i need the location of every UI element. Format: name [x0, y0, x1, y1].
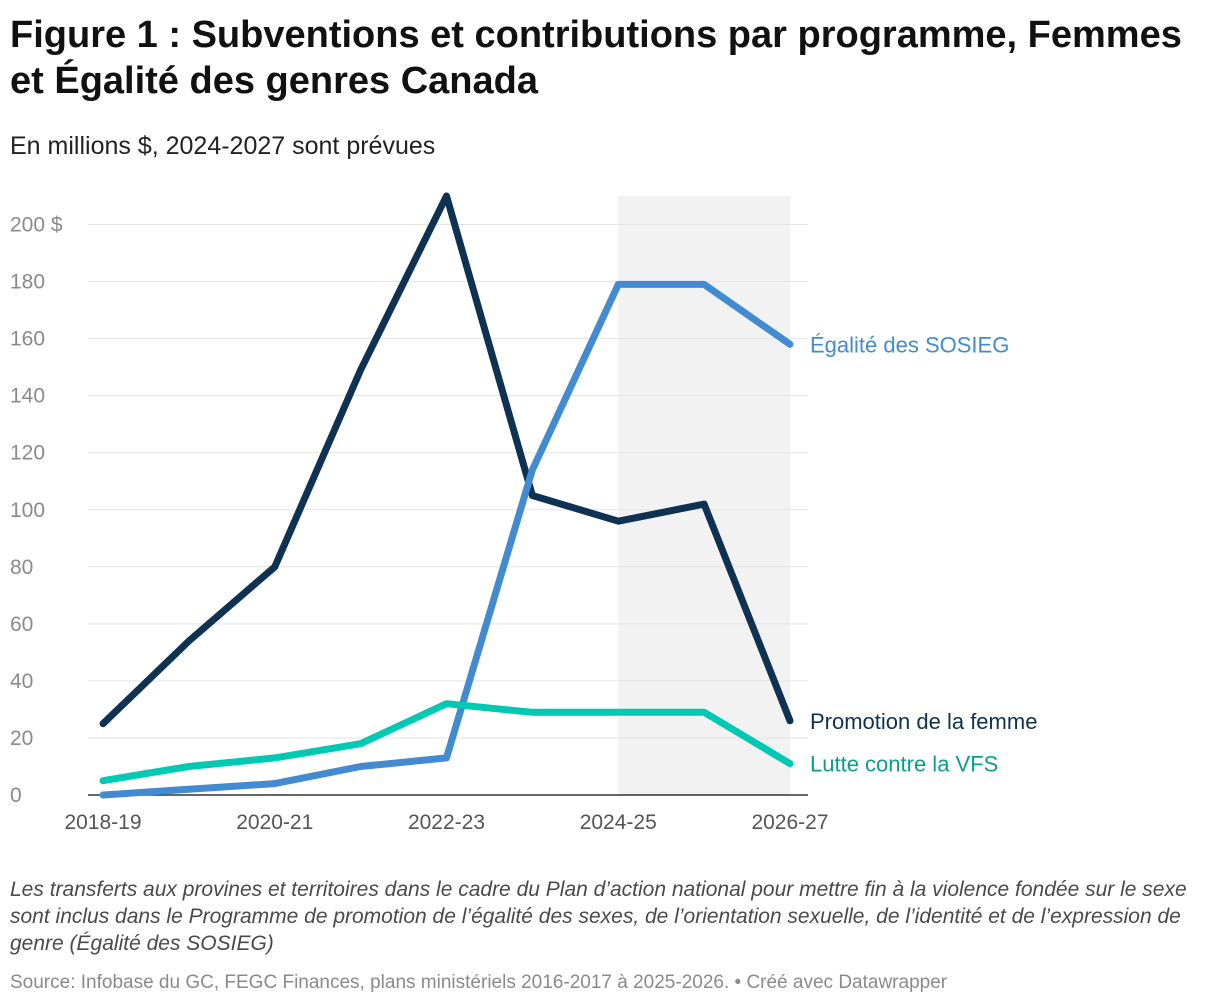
- y-tick-label: 140: [10, 385, 45, 408]
- series-labels: Promotion de la femme Égalité des SOSIEG L…: [810, 332, 1037, 776]
- y-tick-label: 100: [10, 499, 45, 522]
- chart-title: Figure 1 : Subventions et contributions …: [10, 14, 1182, 102]
- x-tick-label: 2026-27: [751, 811, 828, 834]
- series-label: Égalité des SOSIEG: [810, 332, 1009, 357]
- series-lines: [99, 192, 794, 799]
- chart-source: Source: Infobase du GC, FEGC Finances, p…: [10, 972, 948, 993]
- x-tick-label: 2024-25: [580, 811, 657, 834]
- x-axis-ticks: 2018-19 2020-21 2022-23 2024-25 2026-27: [64, 811, 828, 834]
- series-line: [99, 280, 794, 799]
- y-tick-label: 40: [10, 670, 33, 693]
- x-tick-label: 2020-21: [236, 811, 313, 834]
- chart-note: Les transferts aux provines et territoir…: [10, 878, 1187, 955]
- y-tick-label: 60: [10, 613, 33, 636]
- y-tick-label: 80: [10, 556, 33, 579]
- x-tick-label: 2018-19: [64, 811, 141, 834]
- y-tick-label: 200 $: [10, 214, 63, 237]
- chart-subtitle: En millions $, 2024-2027 sont prévues: [10, 132, 436, 160]
- y-tick-label: 120: [10, 442, 45, 465]
- series-label: Promotion de la femme: [810, 709, 1037, 734]
- forecast-band: [618, 196, 790, 795]
- forecast-band-layer: [618, 196, 790, 795]
- y-tick-label: 160: [10, 328, 45, 351]
- y-axis-ticks: 0 20 40 60 80 100 120 140 160 180 200 $: [10, 214, 63, 807]
- x-tick-label: 2022-23: [408, 811, 485, 834]
- series-label: Lutte contre la VFS: [810, 752, 998, 777]
- line-chart: 0 20 40 60 80 100 120 140 160 180 200 $ 2018-19 202…: [10, 192, 1037, 834]
- y-tick-label: 180: [10, 271, 45, 294]
- series-line: [99, 192, 794, 728]
- y-tick-label: 0: [10, 784, 22, 807]
- series-line: [99, 700, 794, 785]
- y-tick-label: 20: [10, 727, 33, 750]
